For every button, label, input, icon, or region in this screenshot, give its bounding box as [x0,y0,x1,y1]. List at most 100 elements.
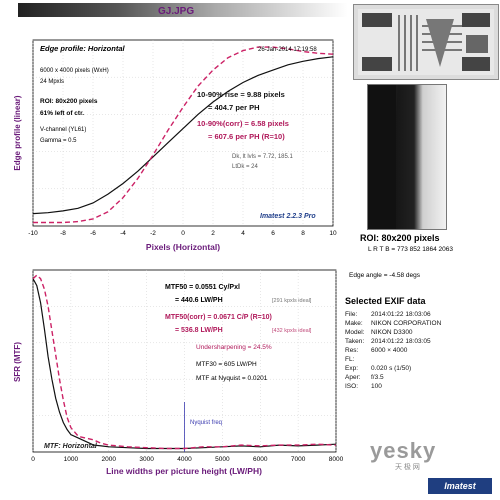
edge-x-tick-label: -8 [60,230,66,237]
edge-y-label: Edge profile (linear) [13,95,22,170]
mtf-x-ticks: 0 1000 2000 3000 4000 5000 6000 7000 8000 [31,456,343,463]
exif-row: Model: NIKON D3300 [345,329,413,336]
edge-timestamp: 26-Jan-2014 17:19:58 [258,47,317,53]
mtf-chart: 0 1000 2000 3000 4000 5000 6000 7000 8000 MTF50 … [13,269,344,476]
mtf50-line-2: = 440.6 LW/PH [175,297,223,304]
edge-chart-title: Edge profile: Horizontal [40,44,126,53]
edge-profile-chart: -10 -8 -6 -4 -2 0 2 4 6 8 10 Edge profile: Horizon… [13,39,337,252]
mtf-x-tick-label: 7000 [291,456,306,463]
roi-label: ROI: 80x200 pixels [360,233,440,243]
mtf-series-line-1 [32,274,337,450]
exif-key: FL: [345,356,355,363]
mtf-x-tick-label: 1000 [64,456,79,463]
mtf50corr-line-2: = 536.8 LW/PH [175,327,223,334]
exif-row: ISO: 100 [345,383,382,390]
edge-x-tick-label: -10 [28,230,38,237]
exif-row: Make: NIKON CORPORATION [345,320,441,327]
mtf-x-tick-label: 0 [31,456,35,463]
mtf-series-line-0 [32,278,337,450]
exif-key: Aper: [345,374,361,381]
exif-key: ISO: [345,383,359,390]
exif-value: 0.020 s (1/50) [371,365,412,372]
mtf30: MTF30 = 605 LW/PH [196,361,257,368]
exif-key: Model: [345,329,365,336]
mtf-chart-title: MTF: Horizontal [44,443,98,450]
roi-edge-render [368,85,446,229]
exif-key: Exp: [345,365,359,372]
exif-row: File: 2014:01:22 18:03:06 [345,311,431,318]
mtf-x-tick-label: 3000 [139,456,154,463]
yesky-watermark-sub: 天 极 网 [395,464,420,471]
mtf-grid [32,270,337,452]
roi-edge-image [367,84,447,230]
edge-x-tick-label: -6 [90,230,96,237]
yesky-watermark: yesky [370,438,437,463]
gray-gradient-bar [18,3,348,17]
mtf-series [32,274,337,450]
mtf-x-tick-label: 6000 [253,456,268,463]
edge-series [32,46,334,224]
mtf-x-tick-label: 8000 [329,456,344,463]
exif-value: 100 [371,383,382,390]
mtf50-ideal: [291 kpxls ideal] [272,298,312,304]
exif-value: f/3.5 [371,374,384,381]
levels-line-2: LtDk = 24 [232,164,259,170]
exif-value: 2014:01:22 18:03:05 [371,338,431,345]
mtf50-line-1: MTF50 = 0.0551 Cy/Pxl [165,284,240,291]
mtf50corr-ideal: [432 kpxls ideal] [272,328,312,334]
exif-value: 2014:01:22 18:03:06 [371,311,431,318]
exif-key: File: [345,311,358,318]
edge-x-tick-label: 10 [329,230,337,237]
edge-x-ticks: -10 -8 -6 -4 -2 0 2 4 6 8 10 [28,230,337,237]
rise-corr-line-2: = 607.6 per PH (R=10) [208,132,285,141]
edge-x-tick-label: -4 [120,230,126,237]
rise-line-1: 10-90% rise = 9.88 pixels [197,90,285,99]
edge-x-tick-label: 2 [211,230,215,237]
exif-row: Res: 6000 × 4000 [345,347,407,354]
exif-value: NIKON D3300 [371,329,413,336]
mtf50corr-line-1: MTF50(corr) = 0.0671 C/P (R=10) [165,314,272,321]
edge-info-line: ROI: 80x200 pixels [40,98,98,105]
exif-row: Exp: 0.020 s (1/50) [345,365,411,372]
test-chart-thumbnail [353,4,499,80]
edge-x-tick-label: 6 [271,230,275,237]
mtf-x-label: Line widths per picture height (LW/PH) [106,466,262,476]
roi-coords: L R T B = 773 852 1864 2063 [368,246,453,253]
edge-x-tick-label: -2 [150,230,156,237]
edge-x-tick-label: 0 [181,230,185,237]
edge-info-line: Gamma = 0.5 [40,138,77,144]
nyquist-label: Nyquist freq [190,420,222,426]
rise-line-2: = 404.7 per PH [208,103,260,112]
imatest-logo: Imatest [428,478,492,494]
edge-series-line-1 [33,46,334,224]
edge-x-label: Pixels (Horizontal) [146,242,220,252]
exif-key: Taken: [345,338,365,345]
mtf-x-tick-label: 2000 [102,456,117,463]
undersharpening: Undersharpening = 24.5% [196,344,272,351]
levels-line-1: Dk, lt lvls = 7.72, 185.1 [232,154,294,160]
imatest-brand: Imatest 2.2.3 Pro [260,213,316,220]
edge-info-line: 6000 x 4000 pixels (WxH) [40,68,109,74]
edge-info-line: 24 Mpxls [40,79,64,85]
exif-value: 6000 × 4000 [371,347,408,354]
test-chart-pattern [358,9,494,75]
edge-grid [32,40,334,226]
edge-x-tick-label: 8 [301,230,305,237]
exif-value: NIKON CORPORATION [371,320,442,327]
edge-info-line: 61% left of ctr. [40,110,84,117]
edge-info-line: V-channel (YL61) [40,127,86,133]
mtf-x-tick-label: 4000 [177,456,192,463]
mtf-at-nyquist: MTF at Nyquist = 0.0201 [196,375,268,382]
exif-row: FL: [345,356,371,363]
exif-row: Aper: f/3.5 [345,374,384,381]
edge-x-tick-label: 4 [241,230,245,237]
rise-corr-line-1: 10-90%(corr) = 6.58 pixels [197,119,289,128]
exif-key: Make: [345,320,363,327]
exif-row: Taken: 2014:01:22 18:03:05 [345,338,431,345]
mtf-y-label: SFR (MTF) [13,342,22,382]
edge-series-line-0 [32,56,334,215]
file-name: GJ.JPG [158,6,195,17]
exif-key: Res: [345,347,359,354]
mtf-x-tick-label: 5000 [215,456,230,463]
edge-angle: Edge angle = -4.58 degs [349,272,421,279]
